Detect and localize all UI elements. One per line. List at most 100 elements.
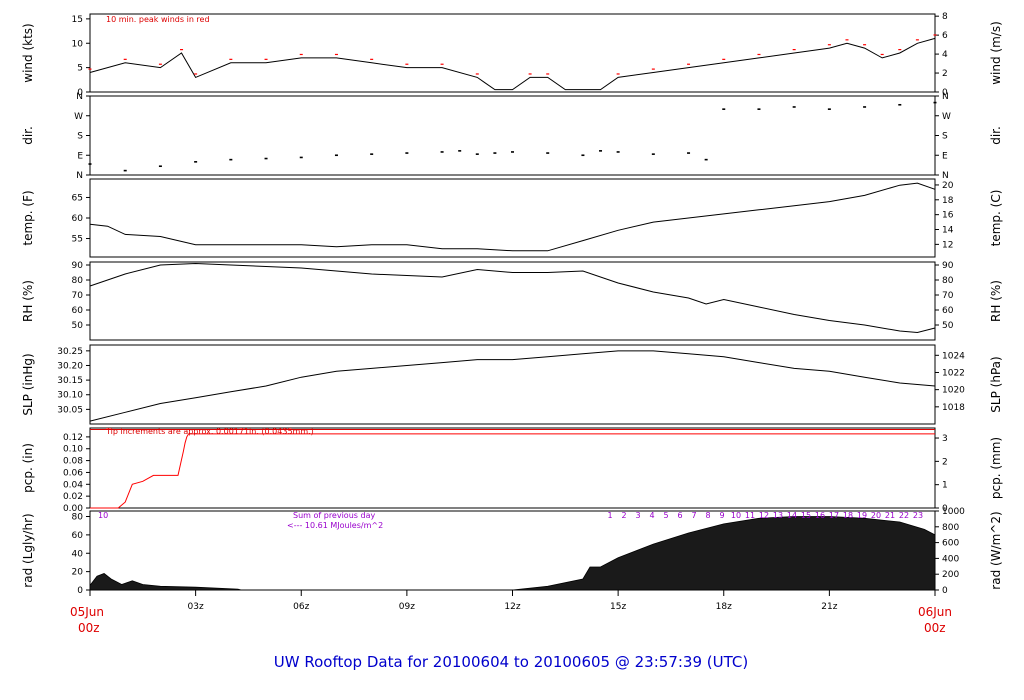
slp-tick-label-left: 30.10 xyxy=(57,391,83,401)
dir-ylabel: dir. xyxy=(21,126,35,145)
rad-hour-label: 21 xyxy=(885,511,895,520)
dir-point xyxy=(581,154,585,157)
x-start-day: 05Jun xyxy=(70,605,104,619)
x-tick-label: 12z xyxy=(504,602,520,612)
dir-point xyxy=(440,151,444,153)
rad-tick-label-left: 20 xyxy=(72,568,84,578)
wind-tick-label-left: 0 xyxy=(77,88,83,98)
temp-ylabel: temp. (F) xyxy=(21,190,35,245)
dir-point xyxy=(757,108,761,110)
x-tick-label: 21z xyxy=(821,602,837,612)
wind-gust-mark xyxy=(546,73,550,75)
dir-tick-label-left: N xyxy=(76,92,83,102)
dir-point xyxy=(475,153,479,155)
dir-point xyxy=(229,158,233,161)
dir-point xyxy=(827,108,831,110)
pcp-ylabel-right: pcp. (mm) xyxy=(989,437,1003,499)
temp-tick-label-right: 16 xyxy=(942,211,954,221)
rad-hour-label: 10 xyxy=(731,511,741,520)
rad-hour-label: 13 xyxy=(773,511,783,520)
rad-tick-label-right: 200 xyxy=(942,570,959,580)
rad-hour-label: 18 xyxy=(843,511,853,520)
rh-tick-label-right: 60 xyxy=(942,306,954,316)
pcp-ylabel: pcp. (in) xyxy=(21,443,35,493)
rad-hour-label: 6 xyxy=(677,511,682,520)
wind-tick-label-left: 5 xyxy=(77,64,83,74)
wind-frame xyxy=(89,13,936,93)
wind-gust-mark xyxy=(687,63,691,65)
wind-gust-mark xyxy=(722,58,726,60)
wind-gust-mark xyxy=(528,73,532,75)
wind-gust-mark xyxy=(88,68,92,70)
dir-tick-label-right: S xyxy=(942,132,948,142)
wind-ylabel: wind (kts) xyxy=(21,23,35,82)
slp-ylabel-right: SLP (hPa) xyxy=(989,356,1003,412)
dir-tick-label-right: N xyxy=(942,171,949,181)
rad-hour-label: 7 xyxy=(691,511,696,520)
slp-tick-label-left: 30.25 xyxy=(57,347,83,357)
rad-tick-label-left: 60 xyxy=(72,531,84,541)
rad-hour-label: 1 xyxy=(607,511,612,520)
wind-tick-label-right: 0 xyxy=(942,88,948,98)
wind-gust-mark xyxy=(651,68,655,70)
slp-series-line xyxy=(89,350,936,422)
wind-series-line xyxy=(89,37,936,91)
x-axis: 03z 06z 09z 12z 15z 18z 21z xyxy=(89,590,936,612)
dir-point xyxy=(511,151,514,153)
pcp-tick-label-left: 0.04 xyxy=(63,480,83,490)
pcp-tick-label-left: 0.12 xyxy=(63,433,83,443)
x-start-time: 00z xyxy=(78,621,100,635)
wind-gust-mark xyxy=(880,53,884,56)
dir-point xyxy=(158,165,162,168)
slp-tick-label-right: 1018 xyxy=(942,403,965,413)
rad-ylabel-right: rad (W/m^2) xyxy=(989,511,1003,589)
pcp-tick-label-left: 0.06 xyxy=(63,468,83,478)
dir-tick-label-left: E xyxy=(77,151,83,161)
rad-hour-label: 19 xyxy=(857,511,867,520)
rad-start-label: 10 xyxy=(98,511,108,520)
wind-tick-label-right: 8 xyxy=(942,12,948,22)
slp-tick-label-right: 1024 xyxy=(942,351,965,361)
dir-point xyxy=(704,158,708,161)
wind-tick-label-right: 4 xyxy=(942,50,948,60)
dir-point xyxy=(792,106,796,108)
dir-point xyxy=(933,101,937,104)
rh-tick-label-left: 50 xyxy=(72,321,84,331)
pcp-panel: 0.00 0.02 0.04 0.060.08 0.10 0.12 0 1 2 3 pcp. (in… xyxy=(21,427,1003,514)
temp-tick-label-left: 65 xyxy=(72,193,83,203)
dir-tick-label-right: E xyxy=(942,151,948,161)
wind-annotation: 10 min. peak winds in red xyxy=(106,15,210,24)
wind-gust-mark xyxy=(915,39,919,41)
rad-hour-label: 17 xyxy=(829,511,839,520)
wind-gust-mark xyxy=(863,44,867,46)
pcp-annotation: Tip increments are approx. 0.00171in. (0… xyxy=(105,427,314,436)
wind-tick-label-left: 15 xyxy=(72,15,83,25)
rh-tick-label-left: 80 xyxy=(72,276,84,286)
temp-tick-label-right: 20 xyxy=(942,181,954,191)
wind-gust-mark xyxy=(123,58,127,60)
slp-tick-label-left: 30.05 xyxy=(57,405,83,415)
rad-hour-labels: 1 2 3 4 5 6 7 8 9 10 11 12 13 14 15 16 17 18 19 20 21 22 23 xyxy=(607,511,923,520)
slp-tick-label-left: 30.15 xyxy=(57,376,83,386)
pcp-tick-label-left: 0.10 xyxy=(63,445,83,455)
wind-gust-mark xyxy=(845,39,849,41)
dir-point xyxy=(898,103,902,106)
x-tick-label: 09z xyxy=(399,602,415,612)
wind-gust-mark xyxy=(792,49,796,51)
wind-tick-label-right: 6 xyxy=(942,31,948,41)
rad-hour-label: 8 xyxy=(705,511,710,520)
rad-tick-label-right: 0 xyxy=(942,586,948,596)
rad-hour-label: 15 xyxy=(801,511,811,520)
rh-ylabel-right: RH (%) xyxy=(989,280,1003,322)
pcp-tick-label-right: 1 xyxy=(942,481,948,491)
rad-hour-label: 22 xyxy=(899,511,909,520)
dir-point xyxy=(722,108,726,110)
rad-tick-label-left: 80 xyxy=(72,513,84,523)
dir-point xyxy=(599,150,603,152)
rh-ylabel: RH (%) xyxy=(21,280,35,322)
temp-tick-label-right: 12 xyxy=(942,240,953,250)
wind-tick-label-right: 2 xyxy=(942,69,948,79)
